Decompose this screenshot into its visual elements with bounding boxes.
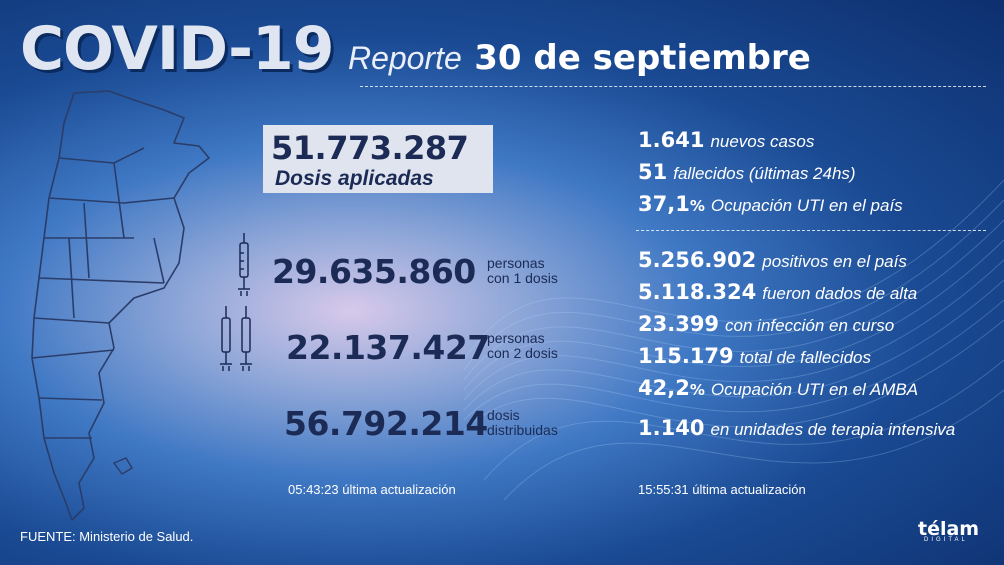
one-dose-label: personas con 1 dosis xyxy=(487,255,558,286)
double-syringe-icon xyxy=(220,306,252,371)
stat-label: con infección en curso xyxy=(725,316,895,335)
stat-value: 1.140 xyxy=(638,416,705,440)
two-dose-label: personas con 2 dosis xyxy=(487,330,558,361)
stat-value: 115.179 xyxy=(638,344,734,368)
stat-label: Ocupación UTI en el país xyxy=(710,196,903,215)
stat-value: 42,2 xyxy=(638,376,690,400)
stat-label: total de fallecidos xyxy=(739,348,872,367)
stat-label: Ocupación UTI en el AMBA xyxy=(710,380,919,399)
stat-total-deaths: 115.179 total de fallecidos xyxy=(638,344,871,368)
distributed-value: 56.792.214 xyxy=(284,404,488,443)
applied-doses-label: Dosis aplicadas xyxy=(275,167,434,190)
stat-label: en unidades de terapia intensiva xyxy=(710,420,956,439)
vaccination-update: 05:43:23 última actualización xyxy=(288,482,456,497)
stat-discharged: 5.118.324 fueron dados de alta xyxy=(638,280,917,304)
vaccination-update-time: 05:43:23 xyxy=(288,482,339,497)
cases-update-time: 15:55:31 xyxy=(638,482,689,497)
syringe-icon xyxy=(238,233,250,296)
title-covid: COVID-19 xyxy=(20,14,335,84)
applied-doses-value: 51.773.287 xyxy=(271,129,469,167)
logo-word: télam xyxy=(918,518,980,540)
vaccination-update-label: última actualización xyxy=(342,482,456,497)
telam-logo: télam DIGITAL xyxy=(918,518,980,548)
stat-icu-country: 37,1% Ocupación UTI en el país xyxy=(638,192,903,216)
stat-unit: % xyxy=(689,197,705,215)
logo-sub: DIGITAL xyxy=(924,537,968,543)
stat-positives: 5.256.902 positivos en el país xyxy=(638,248,907,272)
source-note: FUENTE: Ministerio de Salud. xyxy=(20,529,194,544)
stat-label: nuevos casos xyxy=(710,132,815,151)
stat-value: 23.399 xyxy=(638,312,720,336)
applied-doses-box: 51.773.287 Dosis aplicadas xyxy=(263,125,493,193)
one-dose-value: 29.635.860 xyxy=(272,252,476,291)
background-wave-lines xyxy=(464,179,1004,501)
title-reporte: Reporte xyxy=(347,40,462,76)
stat-label: fueron dados de alta xyxy=(762,284,918,303)
cases-update: 15:55:31 última actualización xyxy=(638,482,806,497)
stat-value: 1.641 xyxy=(638,128,705,152)
stat-value: 5.256.902 xyxy=(638,248,757,272)
stat-new-cases: 1.641 nuevos casos xyxy=(638,128,814,152)
distributed-label: dosis distribuidas xyxy=(487,407,558,438)
stat-deaths-24h: 51 fallecidos (últimas 24hs) xyxy=(638,160,856,184)
stat-value: 37,1 xyxy=(638,192,690,216)
two-dose-value: 22.137.427 xyxy=(286,328,490,367)
stat-icu-amba: 42,2% Ocupación UTI en el AMBA xyxy=(638,376,918,400)
stat-icu-units: 1.140 en unidades de terapia intensiva xyxy=(638,416,955,440)
stat-value: 5.118.324 xyxy=(638,280,757,304)
stat-value: 51 xyxy=(638,160,668,184)
stats-divider xyxy=(636,230,986,231)
stat-label: positivos en el país xyxy=(762,252,907,271)
cases-update-label: última actualización xyxy=(692,482,806,497)
stat-active: 23.399 con infección en curso xyxy=(638,312,894,336)
stat-unit: % xyxy=(689,381,705,399)
report-title: COVID-19 Reporte 30 de septiembre xyxy=(20,14,811,84)
argentina-map-icon xyxy=(31,90,210,521)
title-date: 30 de septiembre xyxy=(474,38,811,78)
stat-label: fallecidos (últimas 24hs) xyxy=(673,164,856,183)
header-divider xyxy=(360,86,986,87)
